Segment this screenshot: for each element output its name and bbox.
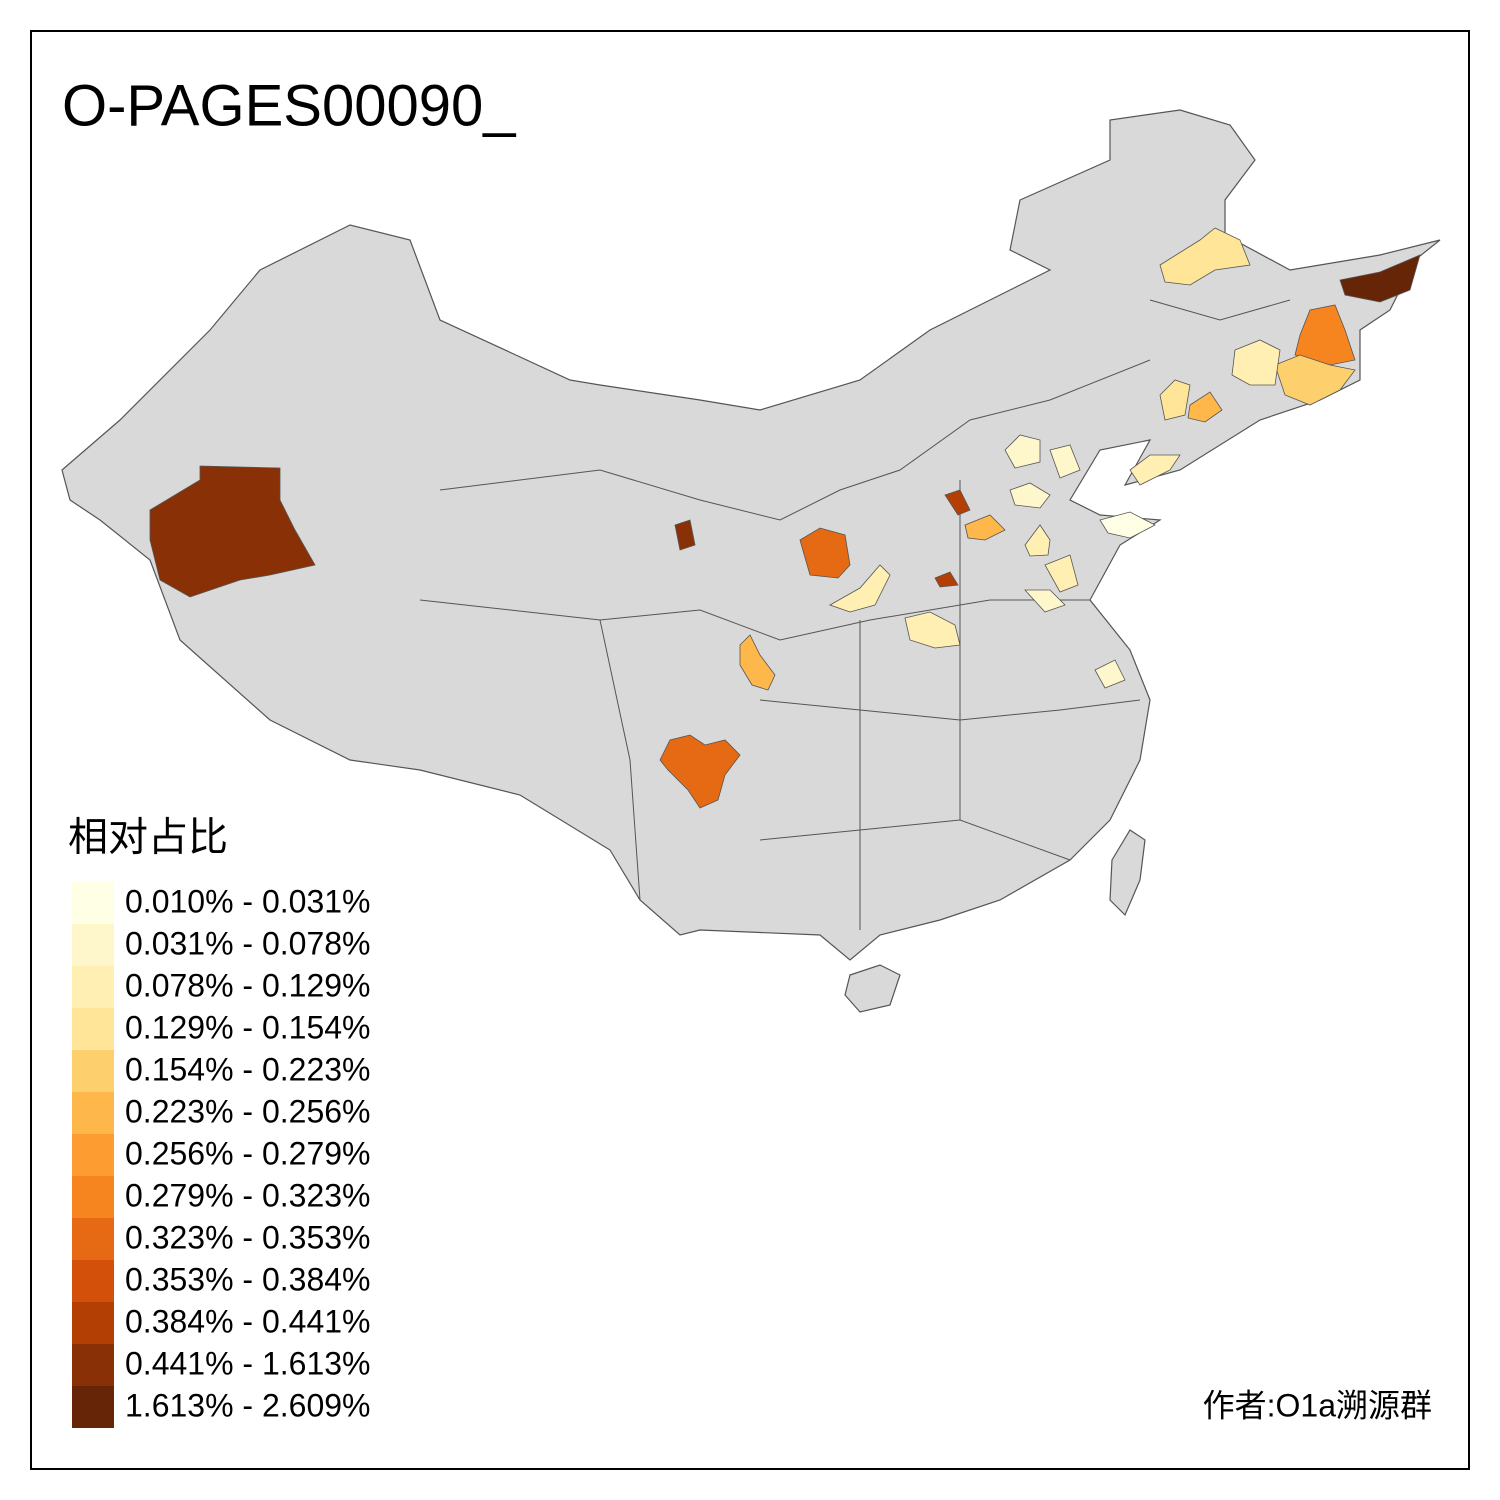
region <box>829 564 891 613</box>
region <box>1339 254 1421 303</box>
legend: 0.010% - 0.031% 0.031% - 0.078% 0.078% - 0… <box>72 882 371 1428</box>
country-outline <box>61 109 1441 961</box>
region <box>1274 354 1356 406</box>
legend-swatch <box>72 924 114 966</box>
legend-label: 0.256% - 0.279% <box>125 1135 371 1171</box>
legend-swatch <box>72 1008 114 1050</box>
region <box>934 571 959 588</box>
credit: 作者:O1a溯源群 <box>1203 1387 1432 1423</box>
border <box>1149 299 1291 321</box>
legend-label: 0.129% - 0.154% <box>125 1009 371 1045</box>
province-borders <box>419 299 1291 930</box>
legend-swatch <box>72 1176 114 1218</box>
region <box>659 734 741 809</box>
legend-label: 0.441% - 1.613% <box>125 1345 371 1381</box>
region <box>1004 434 1041 469</box>
legend-swatch <box>72 1218 114 1260</box>
border <box>759 819 1071 861</box>
region <box>149 465 316 598</box>
region <box>1044 554 1079 593</box>
legend-swatch <box>72 966 114 1008</box>
legend-swatch <box>72 1134 114 1176</box>
legend-swatch <box>72 882 114 924</box>
legend-label: 0.010% - 0.031% <box>125 883 371 919</box>
region <box>904 611 961 649</box>
region <box>964 514 1006 541</box>
legend-swatch <box>72 1260 114 1302</box>
legend-label: 0.031% - 0.078% <box>125 925 371 961</box>
legend-label: 0.353% - 0.384% <box>125 1261 371 1297</box>
region <box>739 634 776 691</box>
legend-label: 0.279% - 0.323% <box>125 1177 371 1213</box>
map <box>61 109 1441 1013</box>
region <box>799 527 851 579</box>
region <box>1231 339 1281 386</box>
region <box>1187 391 1223 423</box>
region <box>1159 379 1191 421</box>
frame <box>30 30 1470 1470</box>
legend-swatch <box>72 1302 114 1344</box>
legend-label: 0.223% - 0.256% <box>125 1093 371 1129</box>
region <box>1024 589 1066 613</box>
map-title: O-PAGES00090_ <box>62 73 516 138</box>
region <box>1129 454 1181 486</box>
region <box>1009 482 1051 509</box>
legend-swatch <box>72 1092 114 1134</box>
legend-title: 相对占比 <box>68 816 228 860</box>
legend-label: 0.323% - 0.353% <box>125 1219 371 1255</box>
island <box>844 964 901 1013</box>
island <box>1109 829 1146 917</box>
region <box>1094 659 1126 689</box>
legend-swatch <box>72 1386 114 1428</box>
region <box>944 489 971 516</box>
region <box>674 519 696 551</box>
border <box>599 619 641 901</box>
region <box>1024 524 1051 557</box>
legend-swatch <box>72 1050 114 1092</box>
legend-swatch <box>72 1344 114 1386</box>
border <box>439 359 1151 521</box>
legend-label: 0.078% - 0.129% <box>125 967 371 1003</box>
legend-label: 1.613% - 2.609% <box>125 1387 371 1423</box>
legend-label: 0.384% - 0.441% <box>125 1303 371 1339</box>
legend-label: 0.154% - 0.223% <box>125 1051 371 1087</box>
region <box>1159 227 1251 286</box>
region <box>1099 511 1156 539</box>
region <box>1049 444 1081 479</box>
